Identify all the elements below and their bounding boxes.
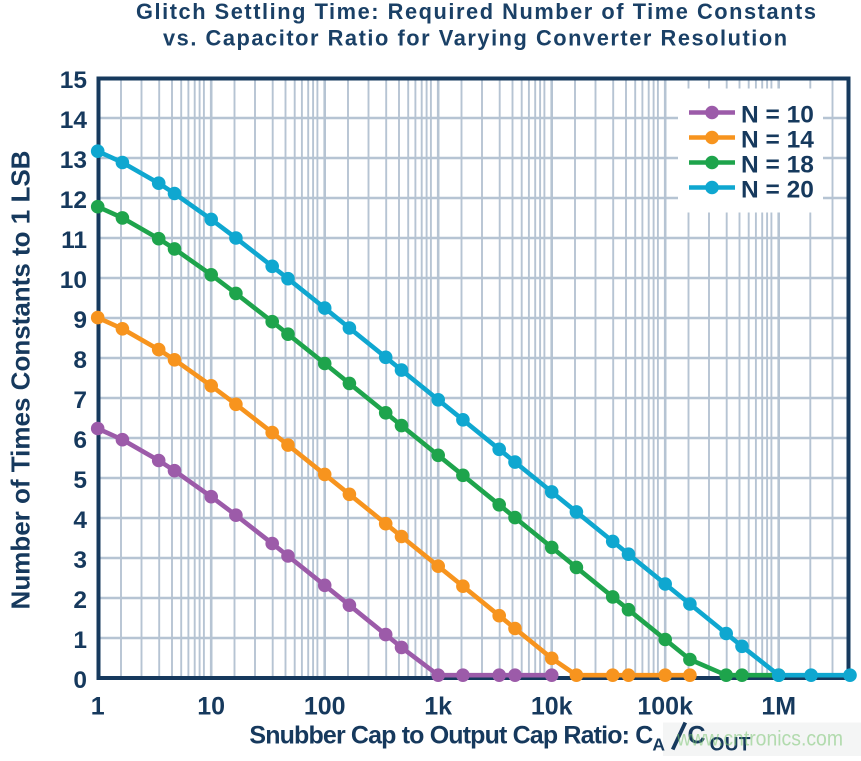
svg-text:10k: 10k [531, 692, 573, 720]
svg-text:2: 2 [73, 587, 87, 614]
svg-text:N = 20: N = 20 [741, 176, 814, 203]
svg-text:8: 8 [73, 347, 87, 374]
svg-text:N = 18: N = 18 [741, 151, 814, 178]
svg-text:Snubber Cap to Output Cap Rati: Snubber Cap to Output Cap Ratio: CA [249, 722, 665, 755]
svg-text:9: 9 [73, 307, 87, 334]
svg-text:5: 5 [73, 467, 87, 494]
svg-text:Number of Times Constants to 1: Number of Times Constants to 1 LSB [6, 151, 36, 610]
svg-text:N = 10: N = 10 [741, 101, 814, 128]
svg-text:14: 14 [60, 107, 88, 134]
svg-text:100: 100 [304, 692, 346, 720]
svg-text:www.cntronics.com: www.cntronics.com [676, 728, 843, 751]
svg-text:15: 15 [60, 67, 87, 94]
svg-text:4: 4 [73, 507, 87, 534]
svg-text:12: 12 [60, 187, 87, 214]
svg-text:100k: 100k [637, 692, 693, 720]
svg-text:7: 7 [73, 387, 87, 414]
svg-text:11: 11 [61, 227, 87, 254]
svg-text:13: 13 [60, 147, 87, 174]
svg-text:1: 1 [91, 692, 105, 720]
svg-text:1k: 1k [424, 692, 452, 720]
svg-text:vs. Capacitor Ratio for Varyin: vs. Capacitor Ratio for Varying Converte… [163, 26, 789, 51]
svg-text:10: 10 [197, 692, 225, 720]
svg-text:10: 10 [60, 267, 87, 294]
svg-text:N = 14: N = 14 [741, 126, 814, 153]
svg-text:1: 1 [73, 627, 87, 654]
svg-text:3: 3 [73, 547, 87, 574]
svg-text:0: 0 [73, 667, 87, 694]
svg-text:6: 6 [73, 427, 87, 454]
svg-text:Glitch Settling Time: Required: Glitch Settling Time: Required Number of… [136, 0, 818, 24]
svg-text:1M: 1M [761, 692, 796, 720]
